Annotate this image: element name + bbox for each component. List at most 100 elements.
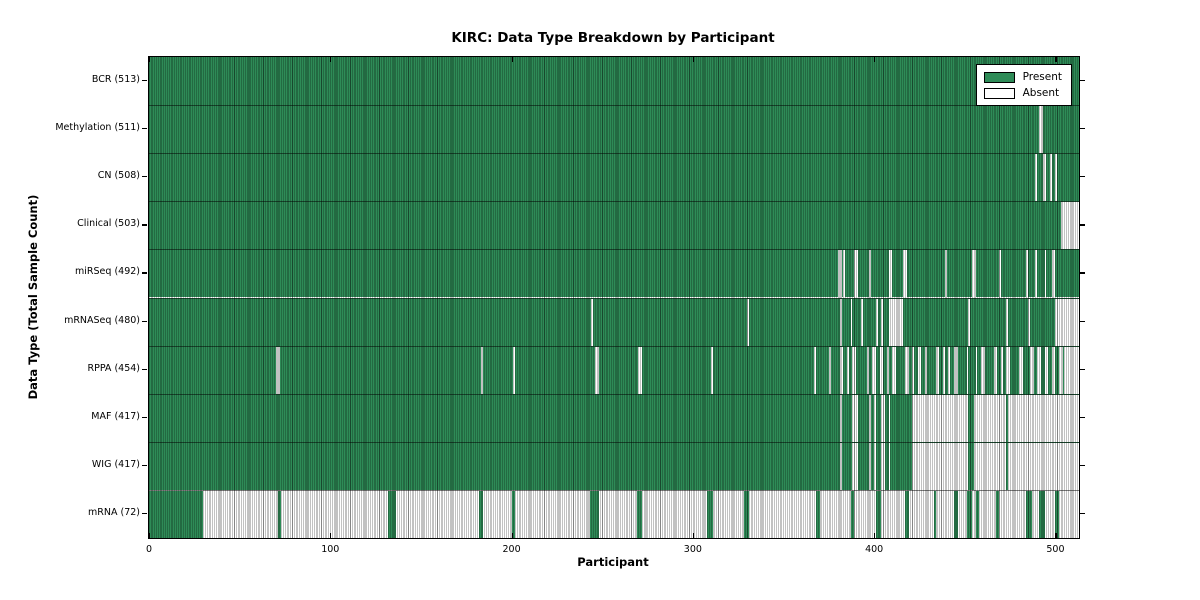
x-tick-label: 300 xyxy=(683,544,702,555)
x-tick-top xyxy=(149,57,151,62)
present-segment xyxy=(707,490,713,538)
absent-segment xyxy=(854,250,858,298)
x-tick-bottom xyxy=(874,533,876,538)
absent-segment xyxy=(1059,346,1063,394)
absent-segment xyxy=(912,394,969,442)
heatmap-row-maf xyxy=(149,393,1079,442)
absent-segment xyxy=(892,346,896,394)
y-tick-label: mRNA (72) xyxy=(88,506,140,518)
present-segment xyxy=(511,490,516,538)
heatmap-row-mirseq xyxy=(149,249,1079,298)
y-tick-left xyxy=(142,176,147,178)
y-tick-left xyxy=(142,272,147,274)
absent-segment xyxy=(935,346,940,394)
y-tick-label: miRSeq (492) xyxy=(75,266,140,278)
y-tick-right xyxy=(1079,320,1085,322)
absent-segment xyxy=(888,250,893,298)
present-segment xyxy=(995,490,1000,538)
absent-segment xyxy=(993,346,998,394)
present-segment xyxy=(975,490,980,538)
y-tick-right xyxy=(1079,464,1085,467)
x-tick-bottom xyxy=(511,533,513,538)
absent-segment xyxy=(1008,442,1079,490)
y-tick-left xyxy=(142,128,147,130)
x-tick-bottom xyxy=(149,533,151,538)
y-tick-left xyxy=(142,512,147,515)
present-segment xyxy=(478,490,483,538)
absent-segment xyxy=(1044,250,1047,298)
absent-segment xyxy=(872,346,876,394)
absent-segment xyxy=(912,442,969,490)
absent-segment xyxy=(1028,298,1031,346)
chart-title: KIRC: Data Type Breakdown by Participant xyxy=(451,30,775,46)
y-tick-right xyxy=(1079,512,1085,515)
absent-segment xyxy=(852,394,858,442)
absent-segment xyxy=(839,346,844,394)
absent-segment xyxy=(866,346,869,394)
absent-segment xyxy=(747,298,750,346)
heatmap-row-bcr xyxy=(149,57,1079,106)
x-tick-top xyxy=(692,57,695,62)
absent-segment xyxy=(1030,346,1034,394)
absent-segment xyxy=(973,394,1007,442)
legend-item-absent: Absent xyxy=(983,85,1062,101)
y-tick-left xyxy=(142,464,147,467)
absent-segment xyxy=(972,250,976,298)
y-tick-label: mRNASeq (480) xyxy=(64,314,140,326)
absent-segment xyxy=(710,346,713,394)
present-segment xyxy=(1026,490,1032,538)
present-segment xyxy=(816,490,820,538)
y-tick-left xyxy=(142,368,147,370)
y-axis-label: Data Type (Total Sample Count) xyxy=(26,194,40,400)
absent-segment xyxy=(903,250,907,298)
absent-segment xyxy=(594,346,599,394)
absent-segment xyxy=(1006,298,1009,346)
y-tick-left xyxy=(142,80,147,82)
absent-segment xyxy=(868,394,871,442)
heatmap-row-mrnaseq xyxy=(149,297,1079,346)
present-segment xyxy=(636,490,643,538)
absent-segment xyxy=(1044,346,1049,394)
absent-segment xyxy=(1035,154,1038,202)
absent-segment xyxy=(814,346,817,394)
absent-segment xyxy=(966,346,969,394)
absent-segment xyxy=(1055,298,1079,346)
x-tick-top xyxy=(511,57,513,62)
plot-area: Present Absent xyxy=(148,56,1080,539)
y-tick-right xyxy=(1079,176,1085,178)
x-tick-bottom xyxy=(1055,533,1057,538)
present-segment xyxy=(850,490,855,538)
absent-segment xyxy=(874,442,876,490)
x-tick-top xyxy=(330,57,332,62)
present-segment xyxy=(388,490,396,538)
absent-segment xyxy=(1001,346,1003,394)
absent-segment xyxy=(886,346,889,394)
absent-segment xyxy=(881,394,886,442)
absent-segment xyxy=(843,250,846,298)
absent-segment xyxy=(861,298,864,346)
absent-segment xyxy=(850,298,853,346)
x-tick-label: 100 xyxy=(321,544,340,555)
y-tick-left xyxy=(142,224,147,226)
heatmap-row-cn xyxy=(149,153,1079,202)
y-tick-left xyxy=(142,416,147,418)
absent-segment xyxy=(846,346,849,394)
y-tick-label: BCR (513) xyxy=(91,74,140,86)
present-segment xyxy=(953,490,958,538)
legend: Present Absent xyxy=(975,64,1072,106)
absent-segment xyxy=(975,346,978,394)
absent-segment xyxy=(1060,202,1079,250)
legend-present-label: Present xyxy=(1022,71,1062,83)
y-tick-right xyxy=(1079,368,1085,370)
y-tick-label: Methylation (511) xyxy=(55,122,140,134)
absent-segment xyxy=(1026,250,1029,298)
present-segment xyxy=(1055,490,1060,538)
y-tick-right xyxy=(1079,272,1085,274)
y-tick-label: MAF (417) xyxy=(91,410,140,422)
x-tick-bottom xyxy=(692,533,695,538)
absent-segment xyxy=(999,250,1002,298)
absent-segment xyxy=(1042,154,1047,202)
present-segment xyxy=(1039,490,1045,538)
absent-segment xyxy=(1039,106,1043,154)
